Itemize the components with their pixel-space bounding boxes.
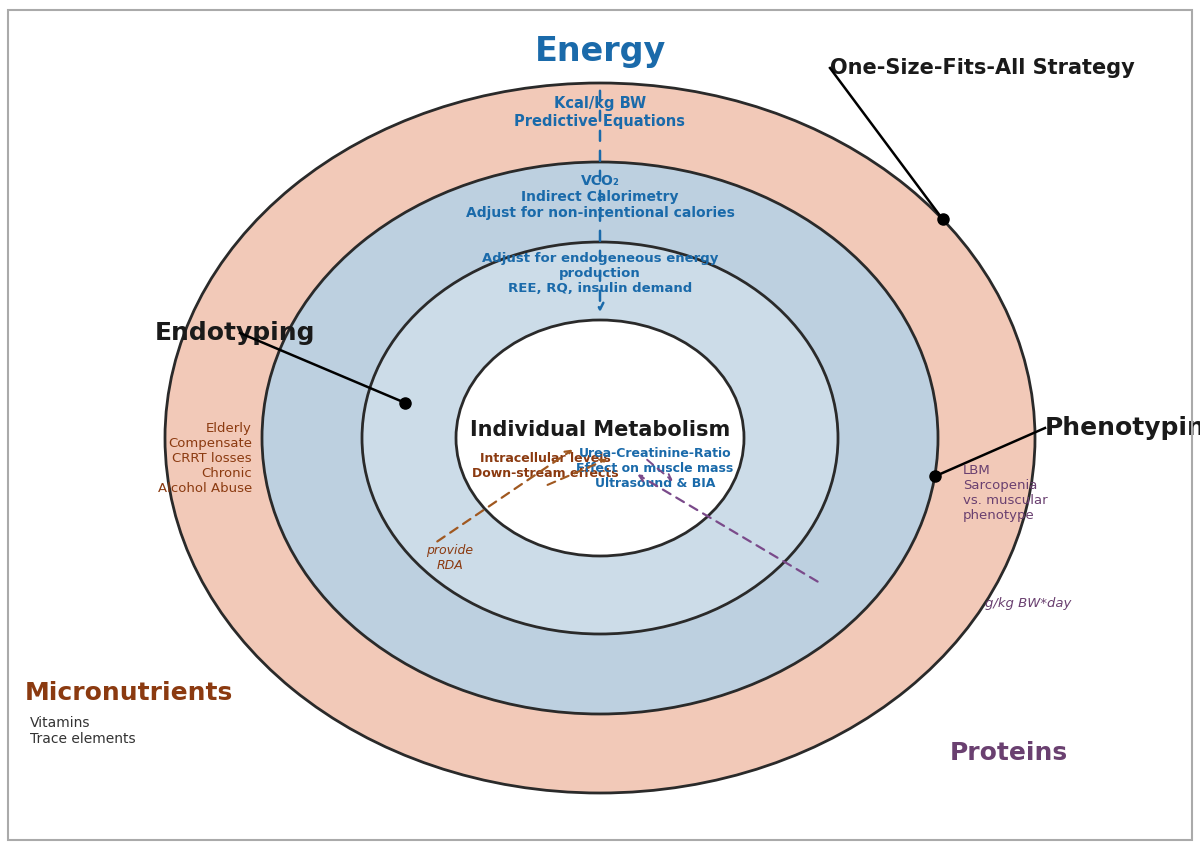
Text: Energy: Energy bbox=[534, 35, 666, 68]
Ellipse shape bbox=[262, 162, 938, 714]
Text: LBM
Sarcopenia
vs. muscular
phenotype: LBM Sarcopenia vs. muscular phenotype bbox=[962, 464, 1048, 522]
Text: VCO₂
Indirect Calorimetry
Adjust for non-intentional calories: VCO₂ Indirect Calorimetry Adjust for non… bbox=[466, 174, 734, 220]
Text: Proteins: Proteins bbox=[950, 741, 1068, 765]
Text: Micronutrients: Micronutrients bbox=[25, 681, 233, 705]
Text: Urea-Creatinine-Ratio
Effect on muscle mass
Ultrasound & BIA: Urea-Creatinine-Ratio Effect on muscle m… bbox=[576, 447, 733, 489]
Text: provide
RDA: provide RDA bbox=[426, 544, 474, 572]
Text: Endotyping: Endotyping bbox=[155, 321, 316, 345]
Text: Individual Metabolism: Individual Metabolism bbox=[470, 420, 730, 440]
Ellipse shape bbox=[362, 242, 838, 634]
Text: Elderly
Compensate
CRRT losses
Chronic
Alcohol Abuse: Elderly Compensate CRRT losses Chronic A… bbox=[157, 421, 252, 494]
Text: Vitamins
Trace elements: Vitamins Trace elements bbox=[30, 716, 136, 746]
Text: Intracellular levels
Down-stream effects: Intracellular levels Down-stream effects bbox=[472, 452, 618, 480]
Text: Adjust for endogeneous energy
production
REE, RQ, insulin demand: Adjust for endogeneous energy production… bbox=[482, 252, 718, 295]
Ellipse shape bbox=[166, 83, 1034, 793]
Text: One-Size-Fits-All Strategy: One-Size-Fits-All Strategy bbox=[830, 58, 1135, 78]
Text: g/kg BW*day: g/kg BW*day bbox=[985, 596, 1072, 610]
Ellipse shape bbox=[456, 320, 744, 556]
Text: Kcal/kg BW
Predictive Equations: Kcal/kg BW Predictive Equations bbox=[515, 97, 685, 129]
Text: Phenotyping: Phenotyping bbox=[1045, 416, 1200, 440]
